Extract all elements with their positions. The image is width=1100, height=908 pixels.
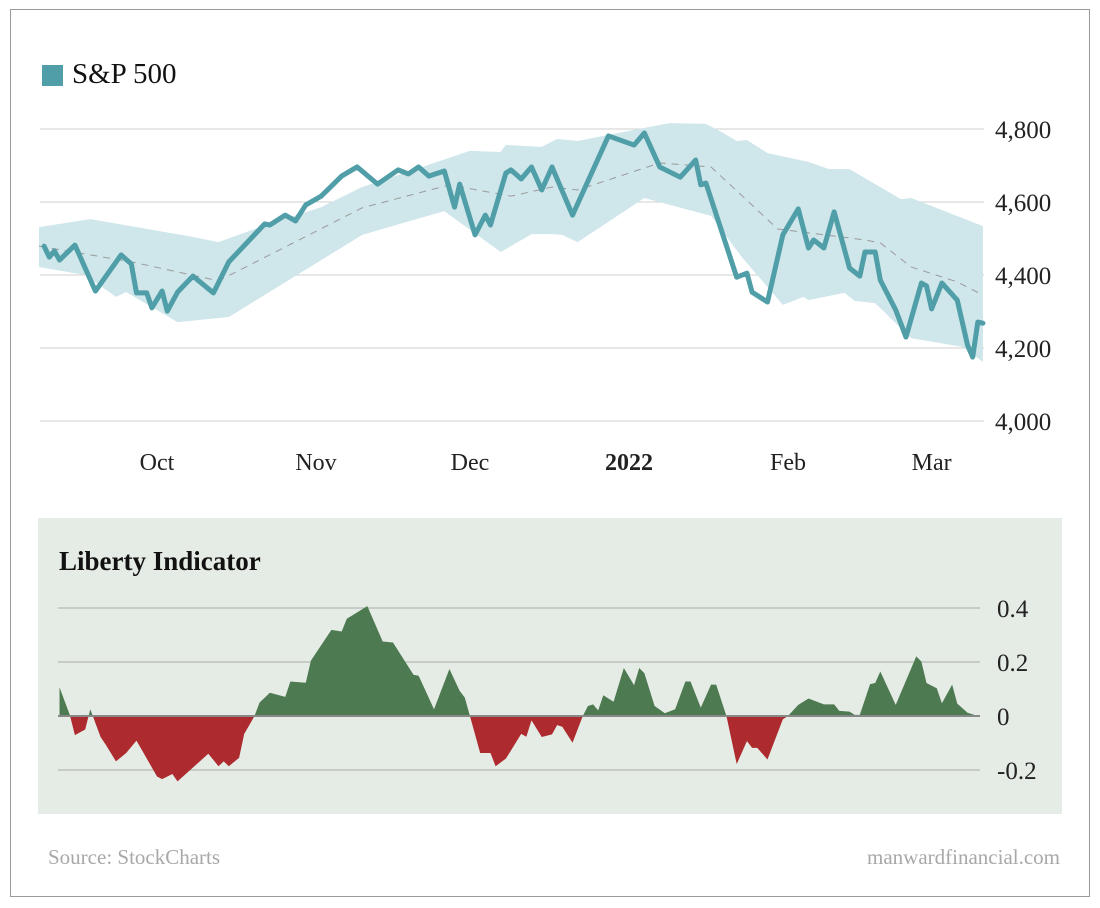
chart-frame — [10, 9, 1090, 897]
x-tick-label: Dec — [451, 450, 490, 476]
x-tick-label: Nov — [295, 450, 336, 476]
x-tick-label: Oct — [140, 450, 175, 476]
indicator-y-tick-label: -0.2 — [997, 758, 1037, 785]
x-tick-label: Feb — [770, 450, 806, 476]
indicator-y-tick-label: 0.4 — [997, 596, 1029, 623]
range-band — [39, 123, 983, 362]
source-note: Source: StockCharts — [48, 845, 221, 869]
sp500-line — [41, 130, 986, 360]
indicator-positive-area — [59, 606, 978, 716]
x-tick-label: 2022 — [605, 450, 653, 476]
site-credit: manwardfinancial.com — [867, 845, 1060, 869]
moving-average-line — [38, 162, 984, 296]
indicator-panel — [38, 518, 1062, 814]
y-tick-label: 4,000 — [995, 409, 1051, 436]
indicator-title: Liberty Indicator — [59, 546, 261, 576]
indicator-y-tick-label: 0 — [997, 704, 1010, 731]
x-tick-label: Mar — [912, 450, 952, 476]
y-tick-label: 4,600 — [995, 190, 1051, 217]
y-tick-label: 4,800 — [995, 117, 1051, 144]
legend-swatch-sp500 — [42, 65, 63, 86]
y-tick-label: 4,400 — [995, 263, 1051, 290]
indicator-y-tick-label: 0.2 — [997, 650, 1028, 677]
legend-label-sp500: S&P 500 — [72, 58, 177, 90]
indicator-negative-area — [59, 716, 978, 782]
y-tick-label: 4,200 — [995, 336, 1051, 363]
